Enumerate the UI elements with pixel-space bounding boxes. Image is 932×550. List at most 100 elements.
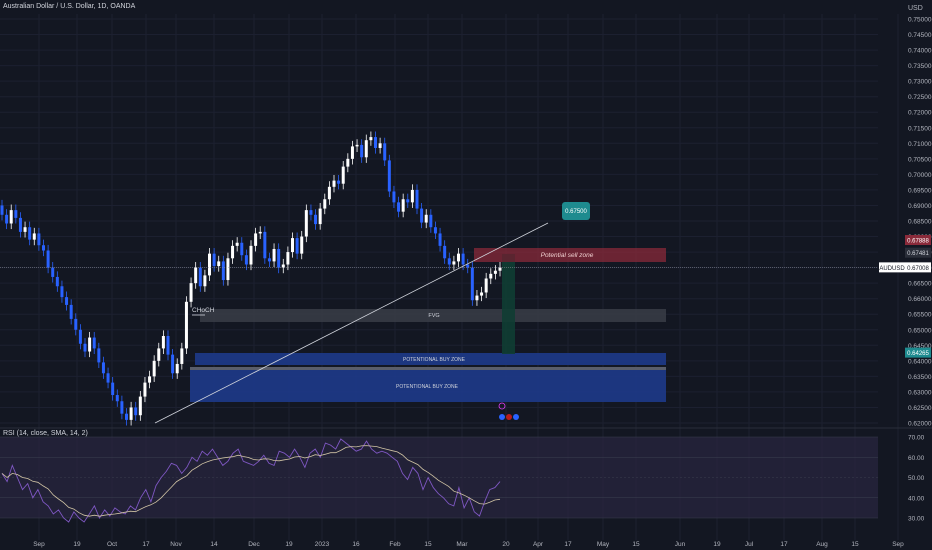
time-tick: 19: [285, 541, 293, 548]
buy-zone-2-label: POTENTIONAL BUY ZONE: [396, 384, 459, 390]
candle-body: [60, 286, 64, 298]
candle-body: [484, 278, 488, 293]
candle-body: [378, 143, 382, 148]
candles: [0, 131, 502, 426]
time-tick: Sep: [33, 541, 45, 548]
candle-body: [475, 295, 479, 301]
candle-body: [51, 267, 55, 277]
candle-body: [23, 227, 27, 232]
candle-body: [9, 210, 13, 224]
candle-body: [300, 236, 304, 254]
candle-body: [42, 245, 45, 251]
price-tick: 0.71500: [908, 125, 932, 132]
candle-body: [152, 360, 156, 377]
time-tick: 15: [851, 541, 859, 548]
sell-price-label: 0.67481: [907, 251, 929, 257]
candle-body: [101, 362, 105, 374]
price-tick: 0.66500: [908, 281, 932, 288]
time-tick: May: [597, 541, 610, 548]
candle-body: [466, 264, 470, 268]
candle-body: [337, 180, 341, 184]
time-tick: 17: [564, 541, 572, 548]
time-tick: 17: [142, 541, 150, 548]
time-tick: Oct: [107, 541, 117, 548]
candle-body: [341, 166, 345, 184]
candle-body: [254, 233, 258, 246]
candle-body: [115, 395, 119, 402]
rsi-level-tick: 40.00: [908, 495, 925, 502]
price-tick: 0.63000: [908, 389, 932, 396]
candle-body: [65, 297, 69, 305]
candle-body: [240, 242, 244, 256]
price-tick: 0.69000: [908, 203, 932, 210]
candle-body: [447, 258, 451, 265]
candle-body: [401, 199, 405, 212]
candle-body: [148, 376, 152, 383]
candle-body: [267, 258, 271, 262]
candle-body: [350, 146, 354, 159]
time-tick: Apr: [533, 541, 544, 548]
price-tick: 0.72500: [908, 94, 932, 101]
target-bubble-label: 0.67500: [565, 209, 587, 215]
last-price-label: 0.67008: [907, 266, 929, 272]
rsi-level-tick: 70.00: [908, 435, 925, 442]
candle-body: [258, 231, 262, 234]
candle-body: [74, 318, 78, 330]
candle-body: [410, 189, 414, 203]
low-price-label-box: [905, 347, 931, 358]
time-tick: Dec: [248, 541, 260, 548]
candle-body: [5, 214, 9, 224]
candle-body: [291, 238, 294, 253]
candle-body: [88, 337, 92, 352]
candle-body: [489, 273, 493, 279]
candle-body: [374, 137, 377, 148]
sell-zone-label: Potential sell zone: [541, 252, 594, 259]
event-flag-icon: [499, 414, 505, 420]
price-tick: 0.75000: [908, 17, 932, 24]
time-tick: 20: [502, 541, 510, 548]
rsi-title: RSI (14, close, SMA, 14, 2): [3, 430, 88, 437]
candle-body: [406, 199, 410, 203]
price-tick: 0.72000: [908, 110, 932, 117]
price-axis[interactable]: USD 0.75000 0.74500 0.74000 0.73500 0.73000 0.…: [879, 5, 932, 428]
time-tick: 14: [210, 541, 218, 548]
candle-body: [129, 407, 133, 420]
price-tick: 0.74000: [908, 48, 932, 55]
candle-body: [480, 292, 484, 296]
time-tick: 17: [780, 541, 788, 548]
candle-body: [498, 267, 502, 271]
candle-body: [28, 227, 32, 240]
price-tick: 0.63500: [908, 374, 932, 381]
price-tick: 0.66000: [908, 296, 932, 303]
time-tick: Mar: [456, 541, 468, 548]
candle-body: [452, 261, 456, 265]
candle-body: [309, 210, 313, 215]
time-axis[interactable]: Sep 19 Oct 17 Nov 14 Dec 19 2023 16 Feb 15 Mar 20 Apr 1…: [33, 541, 904, 548]
candle-body: [332, 180, 336, 187]
price-tick: 0.65500: [908, 312, 932, 319]
price-tick: 0.68500: [908, 219, 932, 226]
candle-body: [364, 140, 368, 158]
candle-body: [235, 242, 239, 246]
candle-body: [189, 283, 193, 302]
time-tick: 19: [73, 541, 81, 548]
candle-body: [32, 233, 36, 240]
candle-body: [323, 199, 327, 209]
candle-body: [37, 233, 41, 246]
time-tick: Feb: [389, 541, 401, 548]
candle-body: [387, 160, 391, 192]
candle-body: [143, 382, 147, 397]
chart-title: Australian Dollar / U.S. Dollar, 1D, OAN…: [3, 3, 136, 10]
candle-body: [138, 396, 142, 416]
candle-body: [217, 261, 221, 267]
choch-label: CHoCH: [192, 307, 215, 314]
rsi-level-tick: 60.00: [908, 455, 925, 462]
candle-body: [318, 208, 322, 225]
price-tick: 0.62000: [908, 421, 932, 428]
target-bubble: [562, 202, 590, 220]
price-tick: 0.69500: [908, 187, 932, 194]
time-tick: Jun: [675, 541, 686, 548]
time-tick: Nov: [170, 541, 182, 548]
low-price-label: 0.64265: [907, 351, 929, 357]
rsi-ma-line: [1, 445, 501, 517]
